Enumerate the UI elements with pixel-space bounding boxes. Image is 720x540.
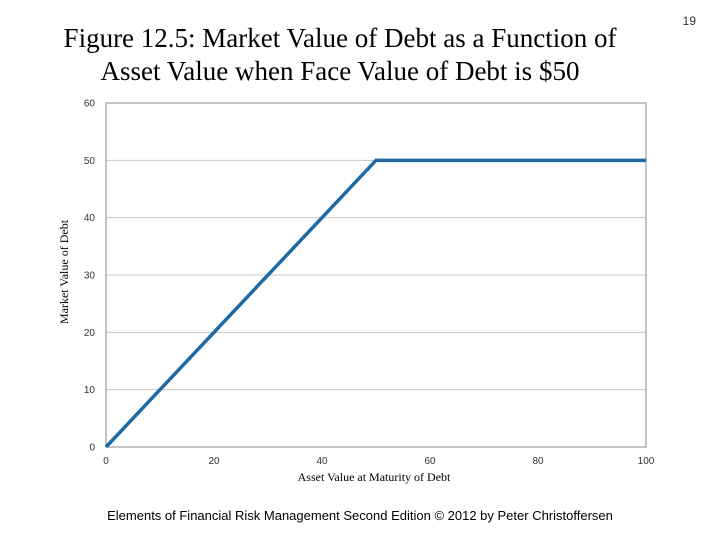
y-tick-label-50: 50 (84, 156, 96, 167)
y-tick-label-40: 40 (84, 213, 96, 224)
footer-citation: Elements of Financial Risk Management Se… (107, 508, 613, 523)
x-axis-ticks: 0 20 40 60 80 100 (103, 456, 655, 467)
y-tick-label-0: 0 (89, 443, 95, 454)
chart-title: Figure 12.5: Market Value of Debt as a F… (40, 22, 640, 88)
y-tick-label-30: 30 (84, 271, 96, 282)
y-axis-label: Market Value of Debt (57, 219, 71, 324)
y-tick-label-10: 10 (84, 385, 96, 396)
x-tick-label-80: 80 (532, 456, 544, 467)
x-tick-label-100: 100 (638, 456, 655, 467)
x-tick-label-40: 40 (316, 456, 328, 467)
y-tick-label-60: 60 (84, 99, 96, 110)
chart-title-line-2: Asset Value when Face Value of Debt is $… (100, 56, 580, 86)
x-axis-label: Asset Value at Maturity of Debt (298, 470, 451, 484)
x-tick-label-60: 60 (424, 456, 436, 467)
grid-lines (106, 159, 646, 391)
series-layer (104, 158, 646, 449)
y-tick-label-20: 20 (84, 328, 96, 339)
plot-area-frame (105, 102, 647, 448)
chart-title-line-1: Figure 12.5: Market Value of Debt as a F… (63, 23, 617, 53)
y-axis-ticks: 0 10 20 30 40 50 60 (84, 99, 96, 454)
x-tick-label-20: 20 (208, 456, 220, 467)
x-tick-label-0: 0 (103, 456, 109, 467)
slide-number: 19 (682, 14, 696, 28)
series-line-0 (104, 158, 646, 449)
